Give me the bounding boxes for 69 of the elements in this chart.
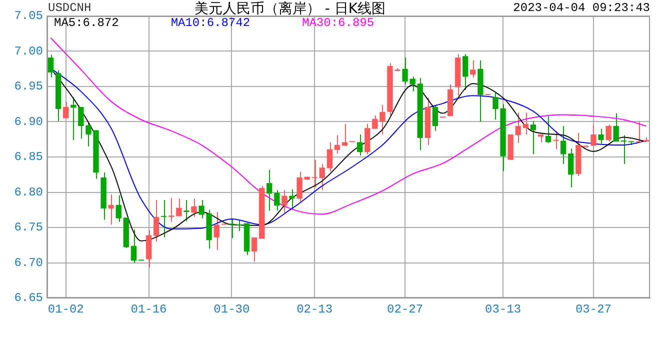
candlestick — [214, 211, 220, 251]
y-tick-label: 6.95 — [14, 80, 43, 94]
y-tick-label: 6.65 — [14, 291, 43, 306]
candlestick — [552, 130, 559, 150]
candlestick — [168, 197, 174, 222]
candlestick — [282, 190, 288, 214]
text: MA10:6.8742 — [170, 16, 250, 30]
candlestick — [590, 124, 596, 146]
x-tick-label: 01-16 — [130, 302, 167, 316]
candlestick — [228, 218, 234, 239]
x-tick-label: 01-02 — [48, 302, 84, 316]
candlestick — [636, 121, 642, 143]
candlestick — [146, 230, 152, 268]
candlestick — [78, 106, 84, 140]
x-tick-label: 03-13 — [485, 302, 522, 316]
y-tick-label: 7.05 — [14, 9, 43, 24]
candlestick — [334, 134, 340, 154]
y-tick-label: 6.80 — [14, 185, 43, 200]
x-tick-label: 02-27 — [387, 302, 424, 316]
candlestick — [380, 104, 386, 135]
candlestick — [462, 54, 468, 91]
y-tick-label: 6.75 — [14, 220, 43, 235]
candlestick — [63, 102, 69, 119]
x-tick-label: 01-30 — [214, 302, 250, 316]
text: USDCNH — [48, 1, 92, 15]
chart-title: 美元人民币（离岸） - 日K线图 — [193, 0, 387, 18]
x-tick-label: 03-27 — [575, 302, 612, 316]
candlestick — [522, 112, 528, 135]
candlestick — [356, 134, 363, 156]
candlestick — [191, 198, 197, 218]
candlestick — [48, 54, 54, 78]
candlestick — [364, 123, 370, 155]
candlestick — [130, 229, 137, 264]
candlestick — [606, 124, 612, 142]
candlestick — [266, 169, 272, 212]
candlestick — [372, 114, 378, 130]
candlestick — [236, 219, 242, 232]
candlestick — [108, 194, 114, 226]
candlestick — [432, 104, 438, 132]
candlestick — [161, 200, 167, 238]
candlestick — [274, 190, 280, 212]
text: MA30:6.895 — [302, 16, 374, 30]
y-tick-label: 6.90 — [14, 114, 43, 129]
candlestick — [342, 123, 348, 146]
x-tick-label: 02-13 — [296, 302, 333, 316]
candlestick — [184, 200, 190, 222]
candlestick — [319, 164, 325, 191]
candlestick — [176, 198, 182, 217]
candlestick — [470, 60, 476, 78]
candlestick — [289, 188, 295, 210]
candlestick — [568, 148, 574, 188]
candlestick — [251, 236, 258, 262]
candlestick — [116, 194, 122, 222]
candlestick — [153, 200, 160, 242]
y-tick-label: 6.85 — [14, 150, 43, 164]
candlestick — [545, 116, 552, 144]
y-tick-label: 7.00 — [14, 44, 43, 58]
y-tick-label: 6.70 — [14, 256, 43, 270]
text: 2023-04-04 09:23:43 — [513, 1, 650, 15]
candlestick — [620, 134, 626, 165]
candlestick — [326, 142, 332, 172]
candlestick — [530, 120, 536, 155]
candlestick — [312, 159, 318, 188]
text: MA5:6.872 — [54, 16, 119, 30]
line-series — [50, 37, 647, 215]
candlestick — [560, 125, 566, 165]
candlestick — [613, 112, 619, 142]
candlestick — [515, 112, 521, 144]
candlestick — [598, 128, 604, 144]
